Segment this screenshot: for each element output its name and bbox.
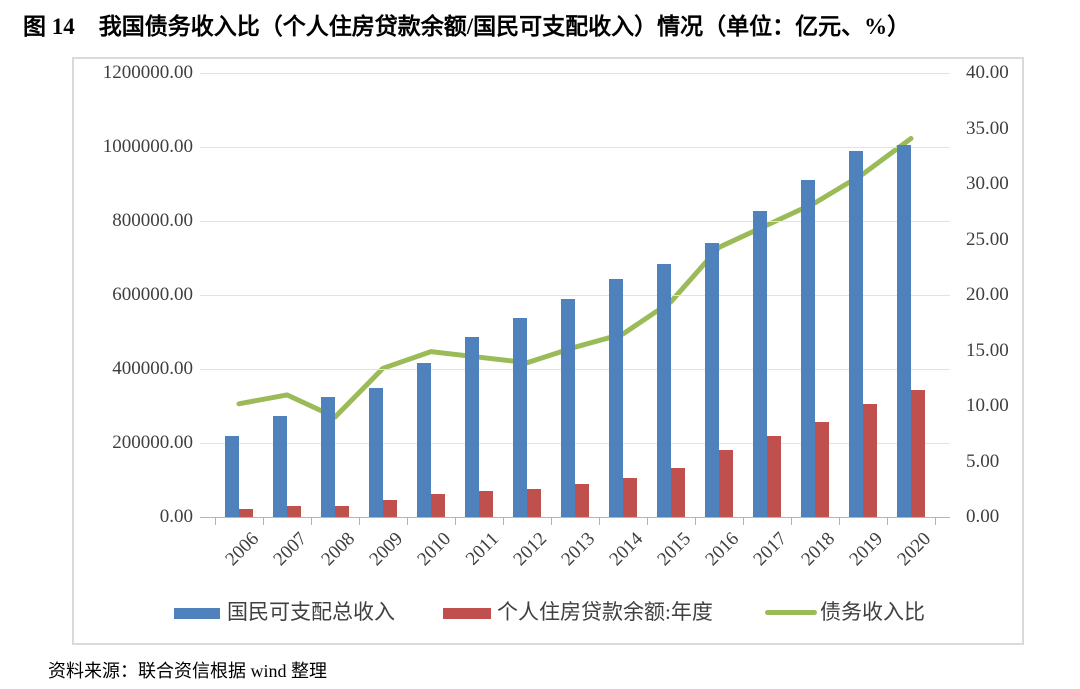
right-axis-tick-label: 30.00 (966, 173, 1009, 194)
x-axis-tick (263, 517, 264, 525)
right-axis-tick-label: 10.00 (966, 395, 1009, 416)
income-bar (753, 210, 767, 517)
left-axis-tick-label: 600000.00 (112, 284, 193, 305)
left-axis-tick-label: 400000.00 (112, 358, 193, 379)
income-bar (561, 298, 575, 517)
x-axis-tick (407, 517, 408, 525)
gridline (200, 146, 950, 148)
loan-bar (431, 494, 445, 517)
legend-loan-label: 个人住房贷款余额:年度 (497, 600, 713, 624)
x-axis-tick (791, 517, 792, 525)
gridline (200, 72, 950, 74)
x-axis-tick (215, 517, 216, 525)
income-bar (225, 435, 239, 517)
loan-bar (815, 421, 829, 517)
x-axis-tick (887, 517, 888, 525)
loan-bar (575, 483, 589, 517)
right-axis-tick-label: 20.00 (966, 284, 1009, 305)
ratio-line-layer (236, 136, 914, 420)
right-axis-tick-label: 25.00 (966, 228, 1009, 250)
loan-bar (287, 505, 301, 517)
x-axis-tick (311, 517, 312, 525)
loan-bar (767, 436, 781, 517)
x-axis-tick (455, 517, 456, 525)
x-axis-tick (503, 517, 504, 525)
right-axis-tick-label: 35.00 (966, 117, 1009, 139)
x-axis-line (200, 516, 950, 518)
left-axis-tick-label: 800000.00 (112, 210, 193, 231)
income-bar (609, 279, 623, 517)
legend-income-label: 国民可支配总收入 (227, 600, 395, 624)
figure-title: 图 14 我国债务收入比（个人住房贷款余额/国民可支配收入）情况（单位：亿元、%… (23, 7, 910, 41)
loan-bar (383, 499, 397, 517)
x-axis-tick (695, 517, 696, 525)
x-axis-tick (935, 517, 936, 525)
income-bar (465, 337, 479, 517)
income-bar (513, 317, 527, 517)
left-axis-tick-label: 200000.00 (112, 432, 193, 453)
income-bar (849, 151, 863, 517)
loan-bar (527, 489, 541, 517)
gridline (200, 294, 950, 296)
left-axis-tick-label: 0.00 (159, 506, 193, 527)
gridline (200, 368, 950, 370)
loan-bar (719, 450, 733, 517)
legend-ratio-label: 债务收入比 (820, 600, 925, 624)
right-axis-tick-label: 15.00 (966, 339, 1009, 361)
source-note: 资料来源：联合资信根据 wind 整理 (48, 661, 327, 681)
legend-ratio-line-marker (765, 610, 817, 615)
income-bar (417, 363, 431, 517)
loan-bar (239, 508, 253, 517)
x-axis-tick (647, 517, 648, 525)
loan-bar (479, 491, 493, 517)
loan-bar (863, 404, 877, 517)
x-axis-tick (743, 517, 744, 525)
income-bar (321, 397, 335, 517)
loan-bar (623, 477, 637, 517)
x-axis-tick (359, 517, 360, 525)
loan-bar (671, 467, 685, 517)
legend-loan-swatch (443, 608, 491, 619)
gridline (200, 220, 950, 222)
right-axis-tick-label: 5.00 (966, 450, 1000, 472)
left-axis-tick-label: 1200000.00 (102, 62, 193, 83)
loan-bar (911, 390, 925, 517)
income-bar (273, 415, 287, 517)
x-axis-tick (551, 517, 552, 525)
income-bar (801, 179, 815, 517)
right-axis-tick-label: 0.00 (966, 506, 1000, 527)
figure-label: 图 14 (23, 14, 75, 39)
income-bar (897, 145, 911, 517)
income-bar (705, 243, 719, 517)
chart-area: 国民可支配总收入 个人住房贷款余额:年度 债务收入比 0.00 200000.00… (72, 57, 1024, 645)
x-axis-tick (599, 517, 600, 525)
loan-bar (335, 506, 349, 517)
ratio-line (236, 136, 914, 420)
right-axis-tick-label: 40.00 (966, 62, 1009, 83)
gridline (200, 442, 950, 444)
income-bar (369, 387, 383, 517)
x-axis-tick (839, 517, 840, 525)
left-axis-tick-label: 1000000.00 (102, 136, 193, 157)
income-bar (657, 263, 671, 517)
legend-income-swatch (174, 608, 220, 619)
figure-title-text: 我国债务收入比（个人住房贷款余额/国民可支配收入）情况（单位：亿元、%） (98, 14, 911, 39)
